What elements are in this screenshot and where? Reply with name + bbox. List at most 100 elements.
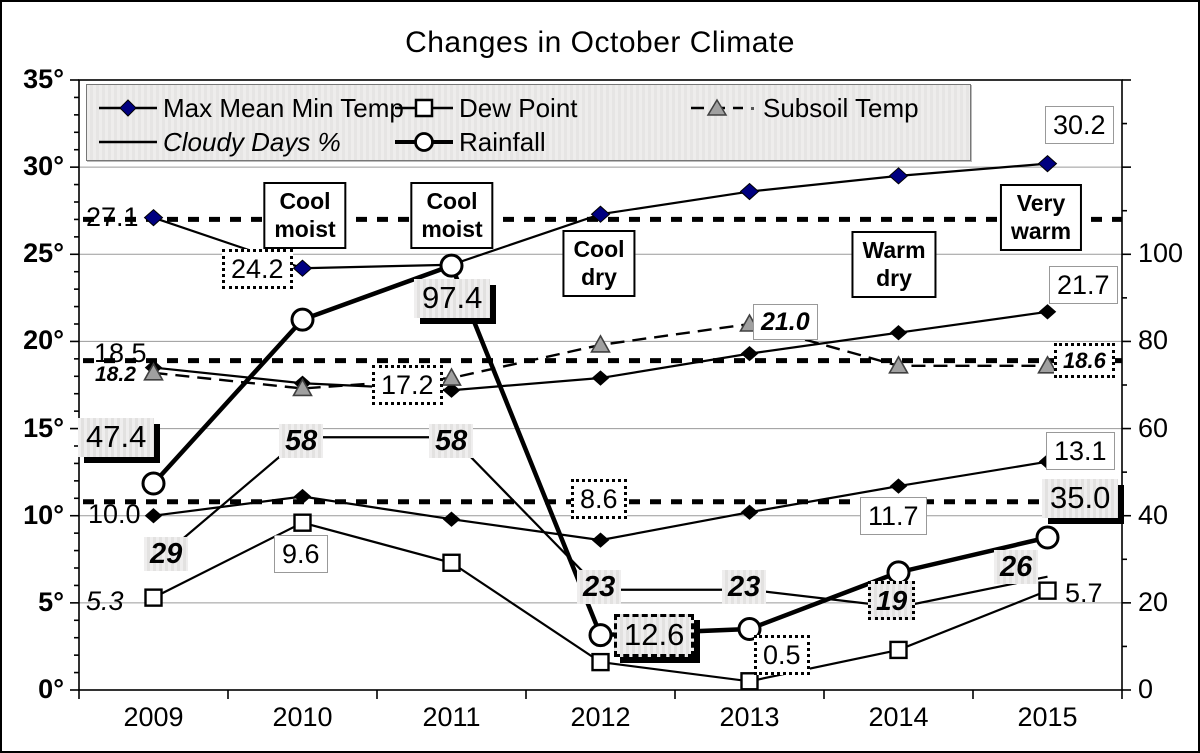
y-axis-left-label-5°: 5° <box>38 586 64 617</box>
data-label-10.0: 10.0 <box>88 499 141 529</box>
chart-legend: Max Mean Min Temp Dew Point Subsoil Temp… <box>86 84 971 161</box>
x-axis-label-2014: 2014 <box>868 702 929 732</box>
data-label-11.7: 11.7 <box>860 497 927 536</box>
y-axis-left-label-30°: 30° <box>23 151 64 182</box>
marker-subsoil-temp-2010 <box>292 377 313 397</box>
data-label-27.1: 27.1 <box>86 202 139 232</box>
marker-rainfall-2015 <box>1035 525 1060 550</box>
data-label-21.0: 21.0 <box>753 304 818 341</box>
marker-mean-temp-2015 <box>1038 304 1057 320</box>
annotation-very-warm: Very warm <box>999 184 1083 252</box>
data-label-17.2: 17.2 <box>372 365 443 406</box>
y-axis-left-label-25°: 25° <box>23 238 64 269</box>
annotation-cool-dry: Cool dry <box>562 230 636 298</box>
marker-mean-temp-2012 <box>591 370 610 386</box>
marker-dew-point-2012 <box>591 652 610 672</box>
marker-rainfall-2011 <box>439 253 464 278</box>
marker-max-temp-2015 <box>1037 154 1058 173</box>
x-axis-label-2010: 2010 <box>272 702 333 732</box>
marker-min-temp-2014 <box>889 478 908 494</box>
data-label-47.4: 47.4 <box>78 418 155 457</box>
data-label-26: 26 <box>994 550 1039 585</box>
legend-item-dew-point: Dew Point <box>395 92 578 123</box>
data-label-9.6: 9.6 <box>274 535 328 574</box>
marker-min-temp-2012 <box>591 532 610 548</box>
y-axis-right-label-0: 0 <box>1138 674 1154 704</box>
marker-dew-point-2014 <box>889 640 908 660</box>
plain-line-icon <box>99 140 157 144</box>
y-axis-right-label-100: 100 <box>1138 238 1184 269</box>
marker-rainfall-2014 <box>886 560 911 585</box>
marker-rainfall-2012 <box>588 623 613 648</box>
legend-label: Max Mean Min Temp <box>163 92 404 123</box>
marker-min-temp-2009 <box>144 508 163 524</box>
data-label-21.7: 21.7 <box>1049 266 1118 305</box>
data-label-58: 58 <box>279 424 324 459</box>
x-axis-label-2015: 2015 <box>1017 702 1078 732</box>
data-label-5.3: 5.3 <box>86 586 124 616</box>
marker-max-temp-2009 <box>143 209 164 227</box>
marker-dew-point-2010 <box>293 513 312 532</box>
data-label-23: 23 <box>722 570 767 605</box>
marker-rainfall-2010 <box>290 307 315 332</box>
data-label-19: 19 <box>868 581 916 621</box>
y-axis-left-label-15°: 15° <box>23 412 64 443</box>
legend-label: Subsoil Temp <box>763 92 919 123</box>
data-label-8.6: 8.6 <box>571 479 627 520</box>
y-axis-left-label-0°: 0° <box>38 674 64 704</box>
marker-subsoil-temp-2014 <box>888 355 909 374</box>
marker-rainfall-2009 <box>141 471 166 496</box>
marker-mean-temp-2013 <box>740 345 759 362</box>
chart-title: Changes in October Climate <box>405 26 795 59</box>
data-label-29: 29 <box>144 537 189 572</box>
annotation-cool-moist: Cool moist <box>410 182 494 250</box>
legend-item-subsoil-temp: Subsoil Temp <box>691 92 919 123</box>
data-label-12.6: 12.6 <box>614 614 695 657</box>
y-axis-left-label-35°: 35° <box>23 64 64 94</box>
legend-item-cloudy-days: Cloudy Days % <box>99 126 341 157</box>
marker-rainfall-2013 <box>737 617 762 641</box>
data-label-5.7: 5.7 <box>1065 578 1103 608</box>
marker-min-temp-2013 <box>740 504 759 520</box>
marker-mean-temp-2011 <box>442 382 461 398</box>
legend-label: Dew Point <box>459 92 578 123</box>
x-axis-label-2011: 2011 <box>422 702 481 732</box>
data-label-13.1: 13.1 <box>1046 432 1115 471</box>
marker-max-temp-2010 <box>292 259 313 277</box>
marker-mean-temp-2014 <box>889 325 908 341</box>
x-axis-label-2012: 2012 <box>570 702 631 732</box>
data-label-23: 23 <box>577 570 622 605</box>
x-axis-label-2013: 2013 <box>719 702 780 732</box>
y-axis-left-label-10°: 10° <box>23 499 64 530</box>
marker-dew-point-2009 <box>144 588 163 607</box>
square-line-icon <box>395 98 453 118</box>
marker-subsoil-temp-2012 <box>590 334 611 353</box>
marker-subsoil-temp-2009 <box>143 362 164 381</box>
data-label-30.2: 30.2 <box>1045 106 1114 145</box>
marker-max-temp-2012 <box>590 205 611 223</box>
y-axis-left-label-20°: 20° <box>23 325 64 356</box>
data-label-58: 58 <box>429 424 474 459</box>
marker-max-temp-2013 <box>739 182 760 201</box>
marker-max-temp-2014 <box>888 167 909 185</box>
marker-min-temp-2011 <box>442 511 461 527</box>
marker-min-temp-2010 <box>293 488 312 505</box>
marker-dew-point-2011 <box>442 553 461 572</box>
data-label-18.2: 18.2 <box>95 363 136 386</box>
data-label-18.6: 18.6 <box>1054 343 1115 379</box>
marker-dew-point-2013 <box>740 672 759 691</box>
y-axis-right-label-40: 40 <box>1138 499 1169 530</box>
legend-label: Rainfall <box>459 126 546 157</box>
y-axis-right-label-60: 60 <box>1138 412 1169 443</box>
marker-subsoil-temp-2015 <box>1037 355 1058 374</box>
x-axis-label-2009: 2009 <box>123 702 184 732</box>
circle-line-icon <box>395 132 453 152</box>
legend-label: Cloudy Days % <box>163 126 341 157</box>
data-label-35.0: 35.0 <box>1042 479 1119 518</box>
data-label-97.4: 97.4 <box>414 279 491 318</box>
data-label-0.5: 0.5 <box>754 635 810 676</box>
y-axis-right-label-80: 80 <box>1138 325 1169 356</box>
y-axis-right-label-20: 20 <box>1138 586 1169 617</box>
annotation-warm-dry: Warm dry <box>851 231 937 299</box>
